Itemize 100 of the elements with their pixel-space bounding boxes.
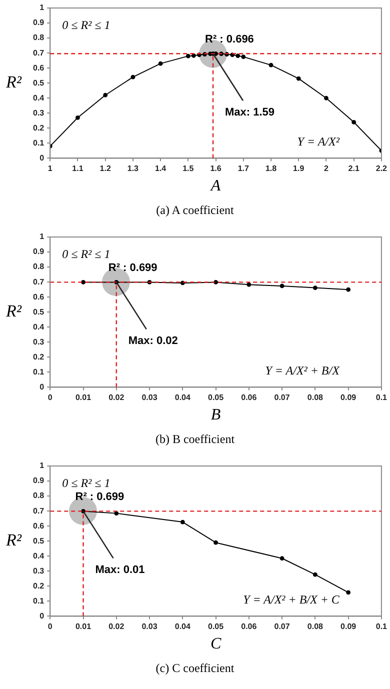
x-tick-label: 0.06 xyxy=(241,393,258,402)
x-axis-title: C xyxy=(210,636,222,653)
x-tick-label: 0.02 xyxy=(108,622,125,632)
annotation: R² : 0.699 xyxy=(108,262,158,274)
annotation: R² : 0.696 xyxy=(205,34,254,46)
point xyxy=(130,74,136,80)
annotation: Y = A/X² + B/X xyxy=(265,363,340,378)
x-tick-label: 0.04 xyxy=(174,622,191,632)
y-tick-label: 1 xyxy=(40,232,45,242)
y-tick-label: 0.5 xyxy=(32,307,45,316)
y-tick-label: 1 xyxy=(40,3,45,12)
y-tick-label: 0.9 xyxy=(32,247,45,256)
y-tick-label: 0.9 xyxy=(32,18,45,28)
y-tick-label: 0.2 xyxy=(32,352,45,362)
point xyxy=(324,96,328,100)
x-tick-label: 0.07 xyxy=(274,622,290,632)
point xyxy=(214,540,218,545)
x-tick-label: 0.1 xyxy=(376,622,388,632)
point xyxy=(180,520,185,524)
point xyxy=(103,92,108,98)
y-tick-label: 0.1 xyxy=(32,596,45,606)
x-tick-label: 1.1 xyxy=(72,164,84,174)
x-tick-label: 2.2 xyxy=(376,164,388,174)
annotation: R² : 0.699 xyxy=(75,491,124,504)
x-tick-label: 0 xyxy=(48,393,53,402)
y-tick-label: 0 xyxy=(40,153,45,162)
x-tick-label: 0.04 xyxy=(174,393,191,402)
x-tick-label: 0.09 xyxy=(340,622,357,632)
y-tick-label: 0 xyxy=(40,611,45,620)
y-tick-label: 0.1 xyxy=(32,138,45,148)
x-tick-label: 0.03 xyxy=(142,393,158,402)
x-tick-label: 0.09 xyxy=(340,393,357,402)
x-tick-label: 0.07 xyxy=(274,393,290,402)
y-axis-title: R² xyxy=(5,302,22,321)
y-tick-label: 0.3 xyxy=(32,566,45,576)
point xyxy=(268,62,274,68)
y-tick-label: 0.8 xyxy=(32,491,45,500)
y-tick-label: 0.6 xyxy=(32,521,45,530)
text: (b) B coefficient xyxy=(154,432,236,447)
x-tick-label: 1.9 xyxy=(293,164,305,174)
annotation: Y = A/X² + B/X + C xyxy=(243,592,340,606)
point xyxy=(312,572,318,577)
point xyxy=(346,287,351,292)
point xyxy=(346,590,351,595)
point xyxy=(312,286,318,290)
y-axis-title: R² xyxy=(5,530,22,550)
text: (a) A coefficient xyxy=(155,203,235,218)
point xyxy=(236,54,240,58)
x-tick-label: 2 xyxy=(324,164,329,174)
y-tick-label: 1 xyxy=(40,461,45,470)
y-tick-label: 0.8 xyxy=(32,33,45,42)
y-tick-label: 0.5 xyxy=(32,78,45,88)
y-tick-label: 0.4 xyxy=(32,551,45,560)
x-tick-label: 1.2 xyxy=(100,164,112,174)
y-tick-label: 0.2 xyxy=(32,123,45,132)
x-tick-label: 1.3 xyxy=(127,164,140,174)
point xyxy=(186,54,190,58)
y-tick-label: 0.1 xyxy=(32,367,45,376)
y-tick-label: 0.4 xyxy=(32,322,45,332)
y-tick-label: 0.3 xyxy=(32,337,45,346)
text: (c) C coefficient xyxy=(154,661,236,676)
x-tick-label: 1.7 xyxy=(238,164,250,174)
x-axis-title: B xyxy=(210,406,221,424)
y-tick-label: 0.3 xyxy=(32,108,45,118)
x-tick-label: 0.01 xyxy=(75,393,92,402)
x-tick-label: 1.5 xyxy=(182,164,194,174)
x-tick-label: 1 xyxy=(48,164,53,174)
annotation: Max: 1.59 xyxy=(225,106,275,119)
y-tick-label: 0.7 xyxy=(32,277,45,286)
x-tick-label: 0.06 xyxy=(241,622,258,632)
point xyxy=(76,115,80,120)
x-tick-label: 1.8 xyxy=(265,164,278,174)
x-tick-label: 2.1 xyxy=(348,164,360,174)
x-tick-label: 0.08 xyxy=(307,393,324,402)
x-tick-label: 1.6 xyxy=(210,164,222,174)
x-tick-label: 0.01 xyxy=(75,622,92,632)
y-tick-label: 0.7 xyxy=(32,506,45,516)
y-tick-label: 0.9 xyxy=(32,476,45,486)
annotation: 0 ≤ R² ≤ 1 xyxy=(62,247,110,262)
x-tick-label: 0 xyxy=(48,622,53,632)
y-tick-label: 0.7 xyxy=(32,48,45,58)
annotation: Max: 0.01 xyxy=(95,564,145,576)
y-tick-label: 0.4 xyxy=(32,93,45,102)
y-tick-label: 0.8 xyxy=(32,262,45,272)
x-tick-label: 0.05 xyxy=(208,622,224,632)
point xyxy=(280,284,284,288)
point xyxy=(296,76,301,81)
x-tick-label: 1.4 xyxy=(155,164,167,174)
y-tick-label: 0 xyxy=(40,382,45,392)
x-tick-label: 0.08 xyxy=(307,622,324,632)
annotation: Y = A/X² xyxy=(297,134,340,148)
y-tick-label: 0.6 xyxy=(32,63,45,72)
y-tick-label: 0.6 xyxy=(32,292,45,302)
annotation: 0 ≤ R² ≤ 1 xyxy=(62,476,110,490)
point xyxy=(158,61,163,66)
x-tick-label: 0.1 xyxy=(376,393,388,402)
point xyxy=(241,54,246,60)
annotation: 0 ≤ R² ≤ 1 xyxy=(62,18,110,32)
annotation: Max: 0.02 xyxy=(128,335,178,348)
x-tick-label: 0.03 xyxy=(142,622,158,632)
